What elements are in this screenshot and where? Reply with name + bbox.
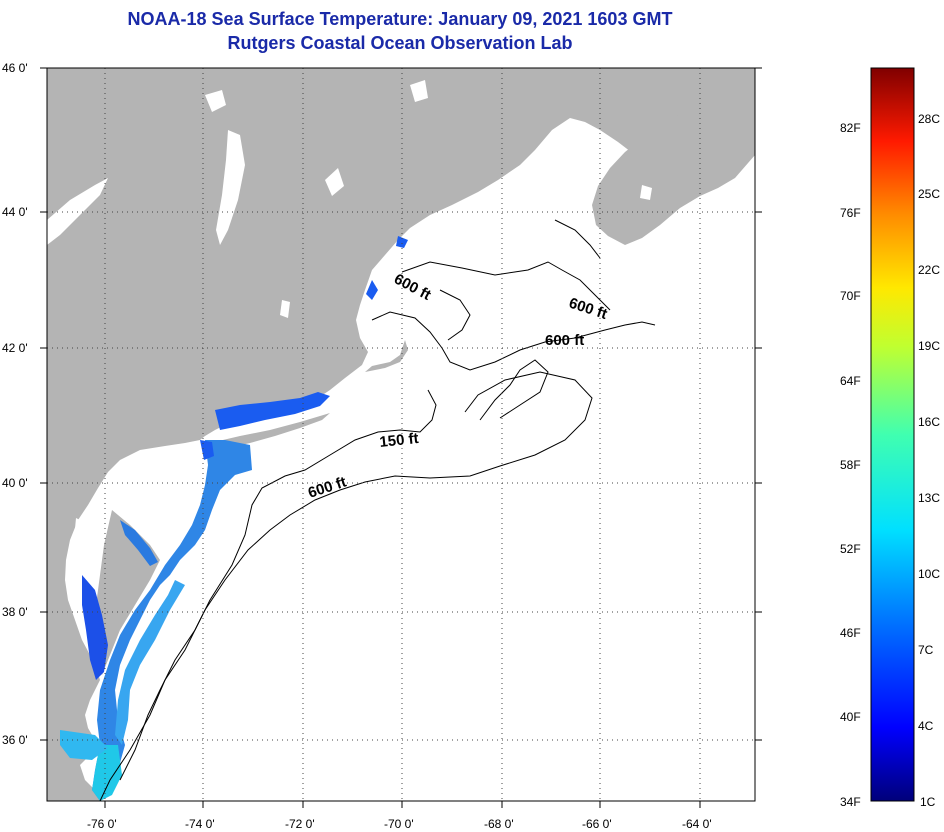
lat-label-42: 42 0' (2, 341, 28, 355)
lon-label-76: -76 0' (87, 817, 117, 831)
cbar-c-10: 10C (918, 567, 940, 581)
cbar-f-76: 76F (840, 206, 861, 220)
contour-150ft-shelf (119, 389, 437, 781)
cbar-f-70: 70F (840, 289, 861, 303)
cbar-f-34: 34F (840, 795, 861, 809)
cbar-c-22: 22C (918, 263, 940, 277)
contour-gulf-maine-c (439, 289, 471, 341)
map-border (46, 67, 756, 802)
axis-ticks (40, 67, 762, 808)
depth-contours (99, 219, 656, 801)
cbar-f-64: 64F (840, 374, 861, 388)
lon-label-70: -70 0' (384, 817, 414, 831)
land-long-island (210, 413, 330, 450)
cbar-f-40: 40F (840, 710, 861, 724)
sst-coastal-water (60, 236, 408, 801)
lon-label-64: -64 0' (682, 817, 712, 831)
land-nova-scotia (592, 108, 755, 245)
land-cape-cod (365, 340, 408, 372)
cbar-c-28: 28C (918, 112, 940, 126)
cbar-c-25: 25C (918, 187, 940, 201)
contour-gulf-maine-b (401, 261, 611, 311)
cbar-f-82: 82F (840, 121, 861, 135)
land-mainland (47, 68, 755, 801)
colorbar-fahrenheit-labels: 82F 76F 70F 64F 58F 52F 46F 40F 34F (840, 121, 861, 809)
contour-gulf-maine-a (371, 311, 656, 371)
graticule (47, 68, 755, 801)
lat-label-38: 38 0' (2, 605, 28, 619)
cbar-c-13: 13C (918, 491, 940, 505)
map-title: NOAA-18 Sea Surface Temperature: January… (127, 9, 673, 29)
lon-label-74: -74 0' (185, 817, 215, 831)
contour-scotian (554, 219, 601, 259)
cbar-c-7: 7C (918, 643, 934, 657)
depth-label-600ft-georges: 600 ft (545, 332, 584, 349)
cbar-f-52: 52F (840, 542, 861, 556)
depth-label-150ft: 150 ft (379, 430, 420, 451)
cbar-c-4: 4C (918, 719, 934, 733)
lon-label-66: -66 0' (582, 817, 612, 831)
cbar-f-58: 58F (840, 458, 861, 472)
lat-label-36: 36 0' (2, 733, 28, 747)
lat-label-46: 46 0' (2, 61, 28, 75)
cbar-c-16: 16C (918, 415, 940, 429)
lat-label-40: 40 0' (2, 476, 28, 490)
lon-label-68: -68 0' (484, 817, 514, 831)
lat-label-44: 44 0' (2, 205, 28, 219)
contour-georges (479, 359, 549, 421)
cbar-f-46: 46F (840, 626, 861, 640)
colorbar-scale (870, 67, 915, 802)
lon-label-72: -72 0' (285, 817, 315, 831)
cbar-c-1: 1C (920, 795, 936, 809)
map-subtitle: Rutgers Coastal Ocean Observation Lab (227, 33, 573, 53)
cbar-c-19: 19C (918, 339, 940, 353)
contour-600ft-shelf (99, 371, 593, 801)
colorbar-celsius-labels: 28C 25C 22C 19C 16C 13C 10C 7C 4C 1C (918, 112, 940, 809)
